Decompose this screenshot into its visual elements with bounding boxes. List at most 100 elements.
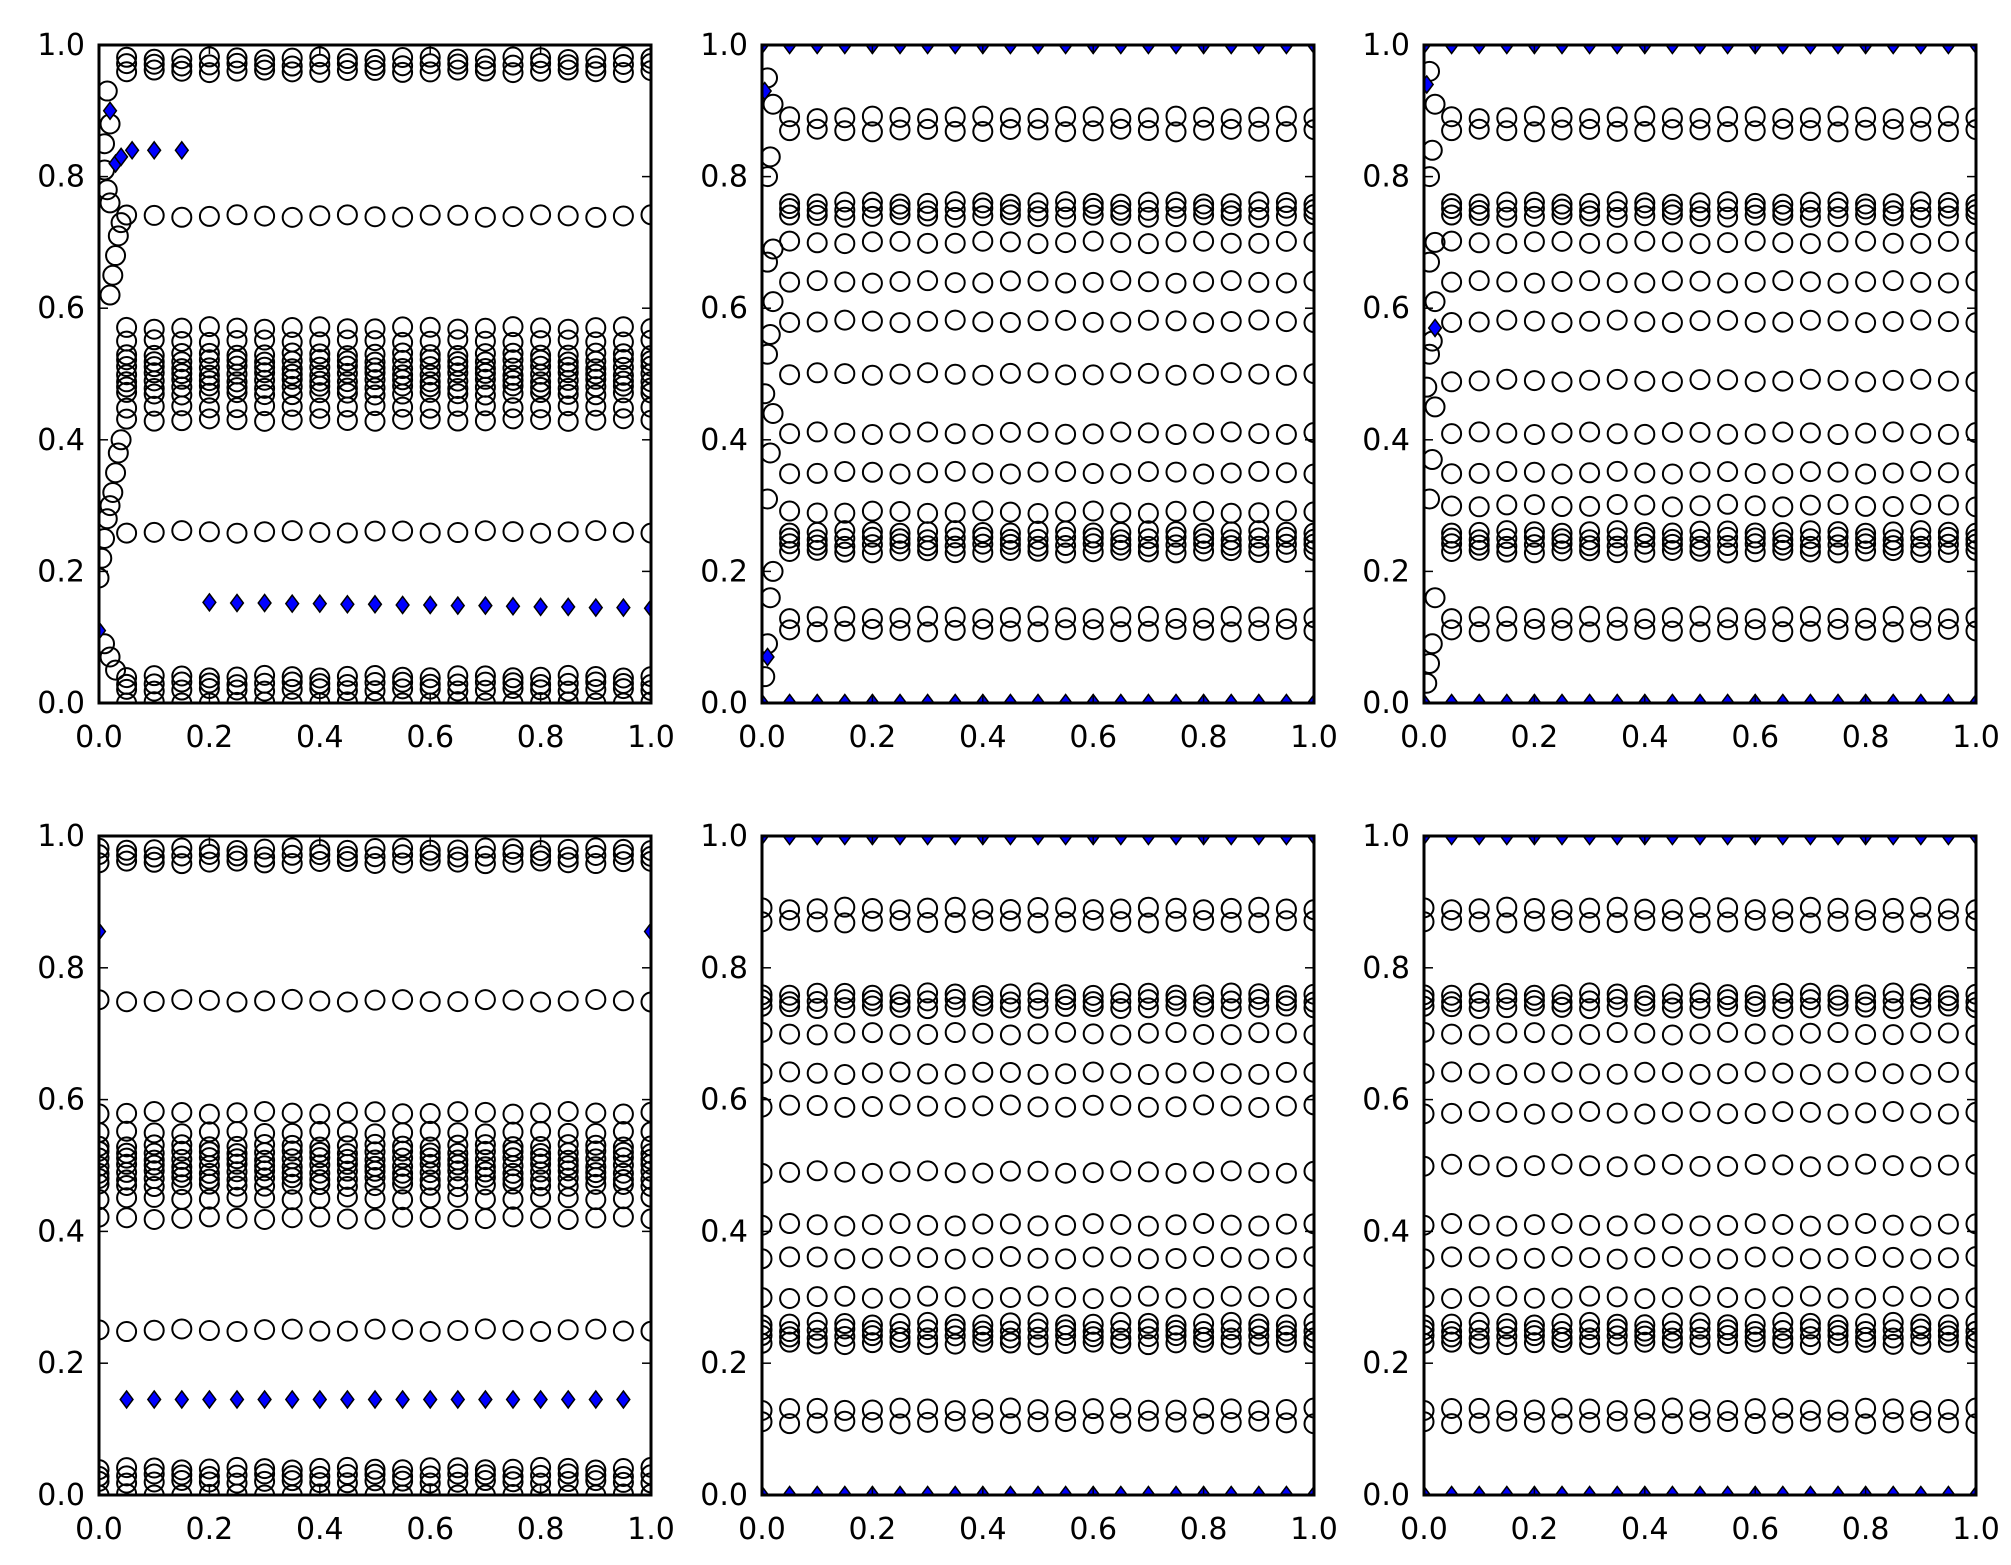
data-point	[336, 1175, 358, 1197]
data-point	[1441, 1288, 1463, 1310]
data-point	[474, 1166, 496, 1188]
data-point	[392, 46, 414, 68]
data-point	[560, 1389, 576, 1410]
data-point	[1441, 1331, 1463, 1353]
data-point	[1855, 1213, 1877, 1235]
data-point	[364, 343, 386, 365]
data-point	[1717, 121, 1739, 143]
data-point	[1689, 1285, 1711, 1307]
data-point	[1937, 608, 1959, 630]
data-point	[1913, 693, 1929, 703]
data-point	[1027, 1326, 1049, 1348]
data-point	[1165, 995, 1187, 1017]
data-point	[1303, 312, 1314, 334]
data-point	[1137, 912, 1159, 934]
data-point	[1910, 520, 1932, 542]
x-tick-label: 0.0	[75, 1512, 123, 1547]
data-point	[861, 521, 883, 543]
data-point	[1468, 911, 1490, 933]
data-point	[1799, 605, 1821, 627]
data-point	[1193, 312, 1215, 334]
data-point	[612, 1141, 634, 1163]
data-point	[1110, 199, 1132, 221]
data-point	[1882, 232, 1904, 254]
data-point	[1165, 1247, 1187, 1269]
data-point	[143, 1208, 165, 1230]
data-point	[782, 836, 797, 846]
data-point	[530, 60, 552, 82]
data-point	[198, 349, 220, 371]
data-point	[944, 542, 966, 564]
data-point	[1468, 1286, 1490, 1308]
series-2	[762, 45, 1314, 703]
data-point	[1165, 607, 1187, 629]
data-point	[1055, 607, 1077, 629]
data-point	[1424, 1214, 1435, 1236]
data-point	[1165, 1314, 1187, 1336]
data-point	[1303, 607, 1314, 629]
data-point	[1579, 1333, 1601, 1355]
data-point	[1082, 230, 1104, 252]
data-point	[1799, 997, 1821, 1019]
series-1	[762, 67, 1314, 688]
data-point	[281, 844, 303, 866]
data-point	[502, 1168, 524, 1190]
data-point	[1937, 272, 1959, 294]
data-point	[917, 529, 939, 551]
data-point	[336, 1472, 358, 1494]
data-point	[1275, 311, 1297, 333]
data-point	[1424, 1103, 1435, 1125]
data-point	[392, 342, 414, 364]
data-point	[1579, 118, 1601, 140]
data-point	[972, 1398, 994, 1420]
data-point	[1137, 1248, 1159, 1270]
x-tick-label: 0.2	[1511, 720, 1559, 755]
data-point	[1248, 620, 1270, 642]
data-point	[944, 1400, 966, 1422]
data-point	[1910, 983, 1932, 1005]
data-point	[99, 528, 116, 549]
data-point	[779, 1161, 801, 1183]
data-point	[1193, 1321, 1215, 1343]
data-point	[309, 667, 331, 689]
data-point	[834, 1248, 856, 1270]
data-point	[1275, 1162, 1297, 1184]
data-point	[1689, 1334, 1711, 1356]
data-point	[1424, 1485, 1432, 1495]
data-point	[502, 331, 524, 353]
data-point	[1554, 45, 1570, 55]
data-point	[1772, 1412, 1794, 1434]
data-point	[1551, 1312, 1573, 1334]
data-point	[1799, 206, 1821, 228]
data-point	[1937, 984, 1959, 1006]
data-point	[1424, 488, 1441, 510]
data-point	[1082, 533, 1104, 555]
data-point	[116, 344, 138, 366]
data-point	[1110, 1160, 1132, 1182]
data-point	[99, 1162, 110, 1184]
data-point	[1937, 494, 1959, 516]
data-point	[1523, 542, 1545, 564]
data-point	[806, 898, 828, 920]
data-point	[419, 381, 441, 403]
data-point	[1579, 521, 1601, 543]
data-point	[474, 665, 496, 687]
data-point	[364, 330, 386, 352]
data-point	[1827, 607, 1849, 629]
data-point	[1689, 421, 1711, 443]
data-point	[281, 316, 303, 338]
data-point	[1855, 984, 1877, 1006]
data-point	[1110, 1412, 1132, 1434]
data-point	[782, 45, 797, 55]
data-point	[447, 846, 469, 868]
data-point	[834, 1285, 856, 1307]
data-point	[1279, 1485, 1294, 1495]
data-point	[1661, 421, 1683, 443]
data-point	[309, 61, 331, 83]
data-point	[1193, 899, 1215, 921]
data-point	[861, 542, 883, 564]
data-point	[1303, 899, 1314, 921]
data-point	[1827, 542, 1849, 564]
data-point	[1165, 542, 1187, 564]
data-point	[1248, 606, 1270, 628]
